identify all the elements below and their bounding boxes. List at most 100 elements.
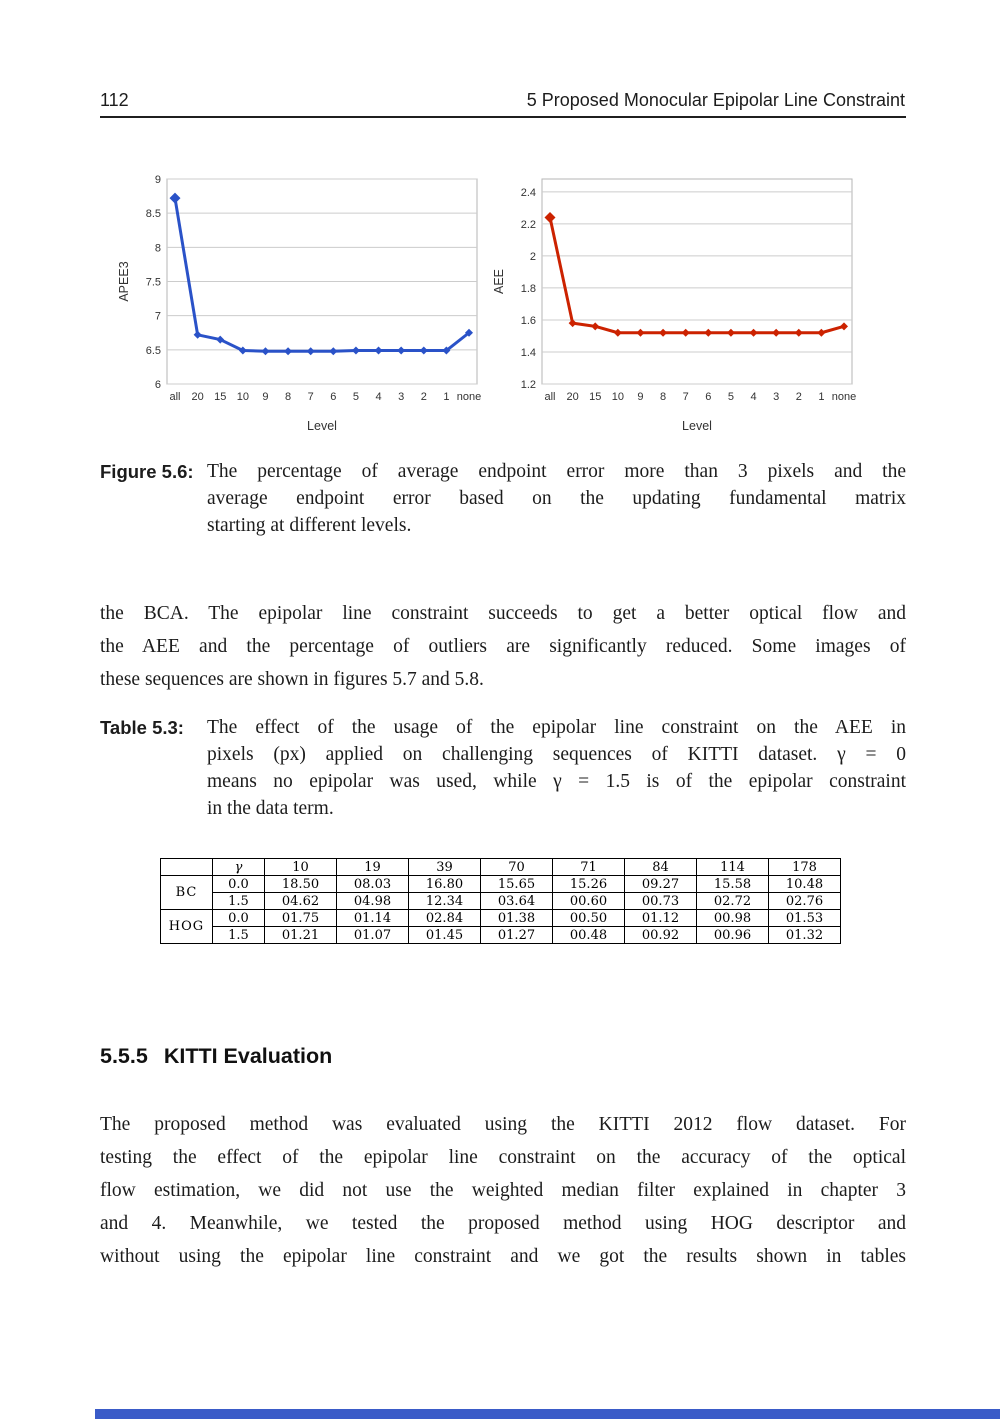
table-cell: 1.5 (212, 926, 265, 944)
table-cell: 1.5 (212, 892, 265, 910)
text-line: pixels (px) applied on challenging seque… (207, 744, 906, 765)
text-line: flow estimation, we did not use the weig… (100, 1180, 906, 1201)
svg-text:15: 15 (589, 391, 601, 403)
results-table: γ 10 19 39 70 71 84 114 178 BC 0.0 18.50… (160, 858, 841, 944)
table-cell: 12.34 (408, 892, 481, 910)
table-row: 1.5 04.62 04.98 12.34 03.64 00.60 00.73 … (161, 892, 841, 910)
table-cell-group-hog: HOG (160, 909, 213, 944)
svg-text:APEE3: APEE3 (117, 261, 131, 301)
text-line: these sequences are shown in figures 5.7… (100, 669, 484, 690)
table-cell-gamma-header: γ (212, 858, 265, 876)
table-caption-text: The effect of the usage of the epipolar … (207, 714, 906, 822)
table-cell: 0.0 (212, 909, 265, 927)
table-cell: 00.50 (552, 909, 625, 927)
svg-text:1: 1 (818, 391, 824, 403)
table-caption-label: Table 5.3: (100, 717, 184, 738)
table-cell: 04.98 (336, 892, 409, 910)
svg-text:5: 5 (728, 391, 734, 403)
table-cell: 01.27 (480, 926, 553, 944)
table-cell: 00.92 (624, 926, 697, 944)
table-cell: 16.80 (408, 875, 481, 893)
section-title: KITTI Evaluation (163, 1044, 333, 1068)
body-paragraph: The proposed method was evaluated using … (100, 1108, 906, 1273)
table-cell: 02.84 (408, 909, 481, 927)
section-number: 5.5.5 (100, 1044, 148, 1068)
header-rule (100, 116, 906, 118)
text-line: the AEE and the percentage of outliers a… (100, 636, 906, 657)
table-cell: 18.50 (264, 875, 337, 893)
svg-text:9: 9 (637, 391, 643, 403)
results-table-container: γ 10 19 39 70 71 84 114 178 BC 0.0 18.50… (160, 858, 841, 944)
table-cell: 178 (768, 858, 841, 876)
svg-text:7: 7 (308, 391, 314, 403)
table-row: BC 0.0 18.50 08.03 16.80 15.65 15.26 09.… (160, 875, 841, 910)
svg-text:20: 20 (566, 391, 578, 403)
table-cell (160, 858, 213, 876)
svg-text:20: 20 (191, 391, 203, 403)
table-cell: 02.72 (696, 892, 769, 910)
table-cell: 01.07 (336, 926, 409, 944)
table-cell: 15.65 (480, 875, 553, 893)
apee3-line-chart: 6 6.5 7 7.5 8 8.5 9 all 20 15 10 9 8 7 6 5 4 3 2 1 none Level… (117, 174, 481, 433)
svg-text:none: none (832, 391, 856, 403)
table-cell: 08.03 (336, 875, 409, 893)
svg-text:all: all (169, 391, 180, 403)
table-cell: 15.26 (552, 875, 625, 893)
table-cell: 39 (408, 858, 481, 876)
table-row: HOG 0.0 01.75 01.14 02.84 01.38 00.50 01… (160, 909, 841, 944)
svg-text:6: 6 (330, 391, 336, 403)
svg-text:6.5: 6.5 (146, 345, 161, 357)
text-line: means no epipolar was used, while γ = 1.… (207, 771, 906, 792)
text-line: starting at different levels. (207, 515, 412, 536)
svg-text:1: 1 (443, 391, 449, 403)
table-cell: 03.64 (480, 892, 553, 910)
text-line: and 4. Meanwhile, we tested the proposed… (100, 1213, 906, 1234)
svg-text:6: 6 (155, 379, 161, 391)
figure-caption-label: Figure 5.6: (100, 461, 194, 482)
svg-text:1.4: 1.4 (521, 347, 536, 359)
figure-charts: 6 6.5 7 7.5 8 8.5 9 all 20 15 10 9 8 7 6 5 4 3 2 1 none Level… (112, 165, 862, 440)
svg-text:7: 7 (683, 391, 689, 403)
table-cell: 04.62 (264, 892, 337, 910)
svg-text:10: 10 (237, 391, 249, 403)
svg-text:4: 4 (375, 391, 381, 403)
table-cell: 01.75 (264, 909, 337, 927)
text-line: without using the epipolar line constrai… (100, 1246, 906, 1267)
table-cell-group-bc: BC (160, 875, 213, 910)
svg-text:2.4: 2.4 (521, 187, 536, 199)
table-cell: 0.0 (212, 875, 265, 893)
table-cell: 01.21 (264, 926, 337, 944)
svg-text:3: 3 (398, 391, 404, 403)
table-cell: 01.38 (480, 909, 553, 927)
table-cell: 84 (624, 858, 697, 876)
svg-text:AEE: AEE (492, 269, 506, 294)
svg-text:9: 9 (155, 174, 161, 186)
svg-text:1.8: 1.8 (521, 283, 536, 295)
table-cell: 01.14 (336, 909, 409, 927)
svg-text:Level: Level (307, 419, 337, 433)
figure-caption-text: The percentage of average endpoint error… (207, 458, 906, 539)
table-cell: 10.48 (768, 875, 841, 893)
aee-line-chart: 1.2 1.4 1.6 1.8 2 2.2 2.4 all 20 15 10 9 8 7 6 5 4 3 2 1 non… (492, 178, 856, 433)
svg-text:8: 8 (660, 391, 666, 403)
svg-text:4: 4 (750, 391, 756, 403)
table-cell: 00.96 (696, 926, 769, 944)
table-cell: 70 (480, 858, 553, 876)
text-line: in the data term. (207, 798, 334, 819)
table-cell: 15.58 (696, 875, 769, 893)
svg-text:5: 5 (353, 391, 359, 403)
svg-text:10: 10 (612, 391, 624, 403)
table-cell: 71 (552, 858, 625, 876)
svg-text:7: 7 (155, 311, 161, 323)
table-cell: 01.53 (768, 909, 841, 927)
svg-text:all: all (544, 391, 555, 403)
bottom-blue-bar (95, 1409, 1000, 1419)
svg-text:8: 8 (155, 242, 161, 254)
section-heading: 5.5.5 KITTI Evaluation (100, 1044, 332, 1069)
svg-text:15: 15 (214, 391, 226, 403)
table-cell: 01.32 (768, 926, 841, 944)
svg-text:3: 3 (773, 391, 779, 403)
table-cell: 00.73 (624, 892, 697, 910)
text-line: testing the effect of the epipolar line … (100, 1147, 906, 1168)
svg-text:8: 8 (285, 391, 291, 403)
